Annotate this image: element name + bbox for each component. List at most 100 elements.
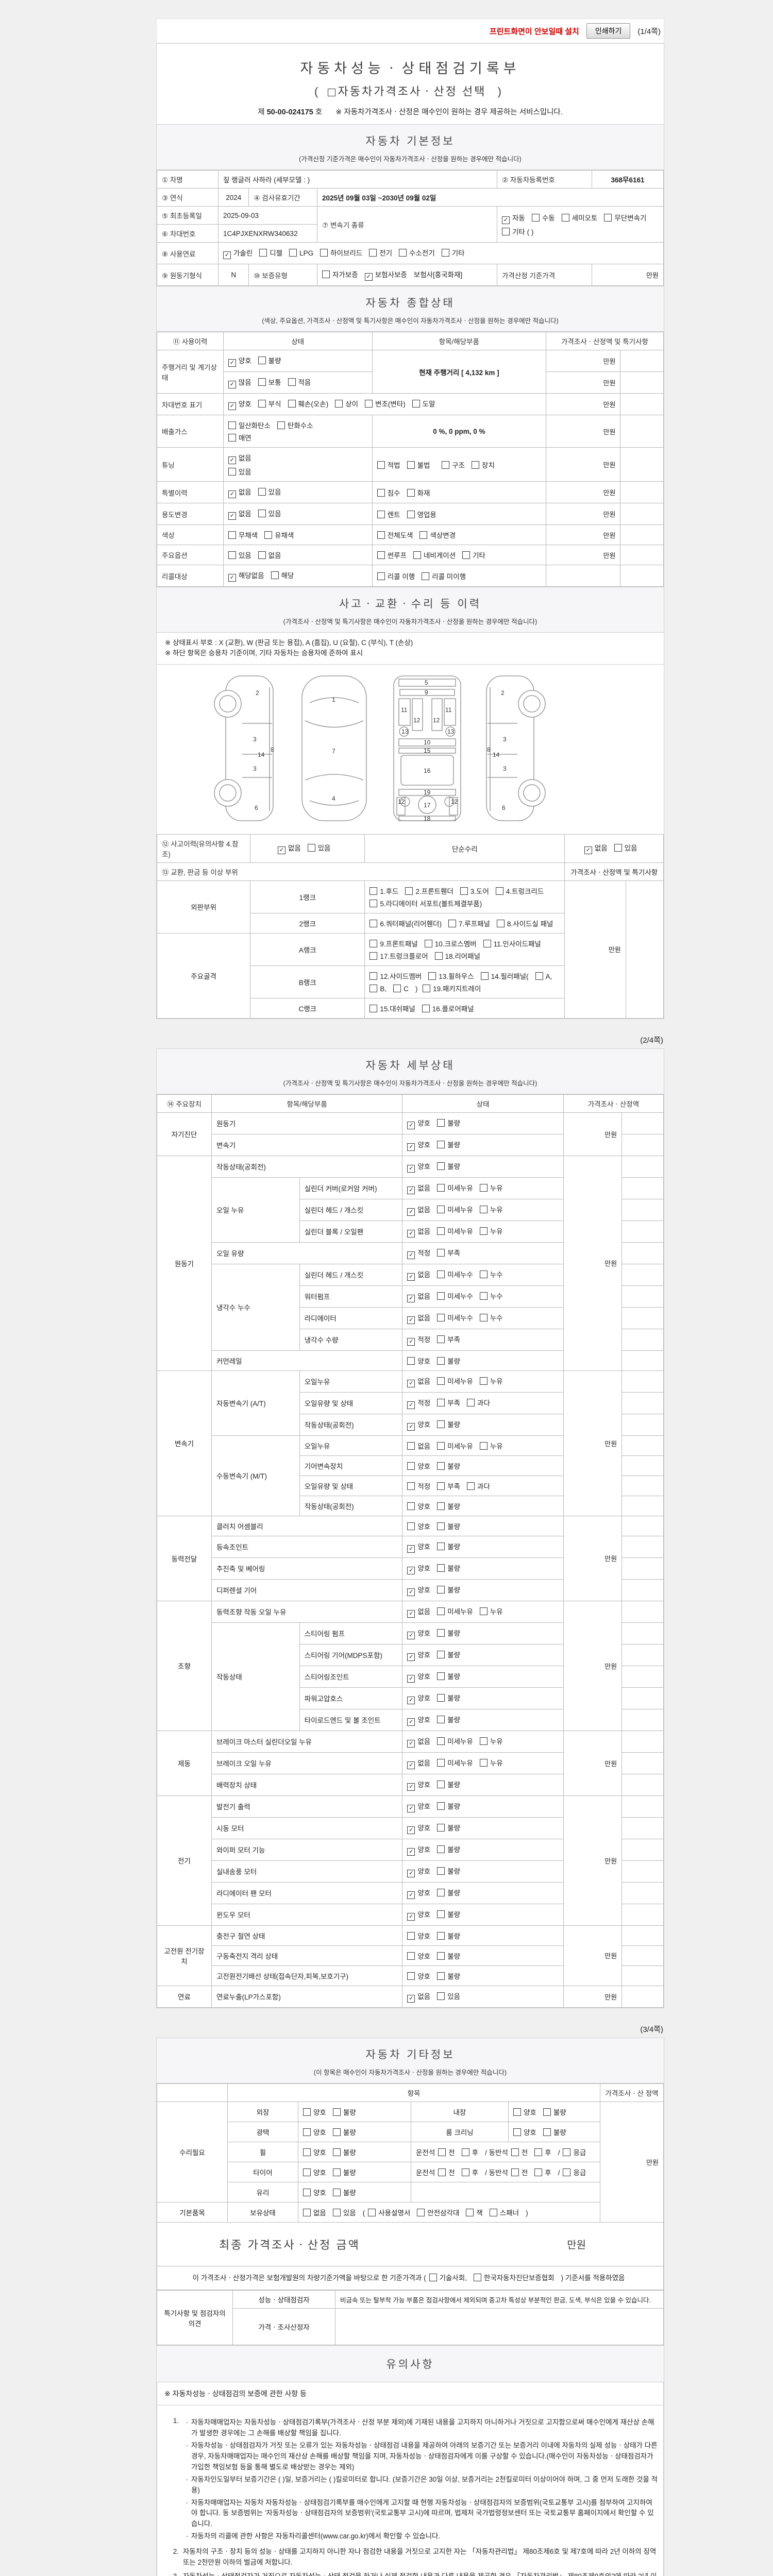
checkbox[interactable] — [437, 1715, 445, 1723]
checkbox[interactable]: ✓ — [407, 1761, 415, 1769]
checkbox[interactable] — [437, 1972, 445, 1980]
checkbox[interactable] — [534, 2148, 543, 2156]
checkbox[interactable] — [437, 1910, 445, 1918]
checkbox[interactable] — [407, 1482, 415, 1490]
checkbox[interactable]: ✓ — [407, 1588, 415, 1596]
checkbox[interactable] — [228, 421, 236, 429]
checkbox[interactable]: ✓ — [407, 1229, 415, 1238]
checkbox[interactable]: ✓ — [407, 1273, 415, 1281]
checkbox[interactable] — [437, 1502, 445, 1510]
checkbox[interactable] — [438, 2168, 446, 2176]
checkbox[interactable]: ✓ — [228, 512, 236, 520]
checkbox[interactable] — [437, 1482, 445, 1490]
checkbox[interactable] — [437, 1992, 445, 2000]
checkbox[interactable] — [437, 1564, 445, 1572]
checkbox[interactable] — [502, 228, 510, 235]
checkbox[interactable]: ✓ — [407, 1422, 415, 1431]
checkbox[interactable] — [303, 2108, 311, 2116]
checkbox[interactable] — [604, 214, 612, 222]
checkbox[interactable] — [258, 551, 266, 559]
checkbox[interactable] — [377, 551, 385, 559]
checkbox[interactable] — [407, 510, 415, 518]
checkbox[interactable] — [259, 249, 267, 257]
checkbox[interactable] — [437, 1650, 445, 1658]
checkbox[interactable]: ✓ — [407, 1294, 415, 1302]
checkbox[interactable] — [437, 1758, 445, 1767]
checkbox[interactable] — [437, 1629, 445, 1637]
checkbox[interactable] — [429, 2273, 437, 2281]
checkbox[interactable] — [307, 844, 315, 852]
checkbox[interactable] — [495, 887, 503, 895]
checkbox[interactable] — [437, 1270, 445, 1278]
checkbox[interactable] — [480, 972, 489, 980]
checkbox[interactable] — [437, 1442, 445, 1450]
print-button[interactable]: 인쇄하기 — [586, 23, 631, 39]
checkbox[interactable] — [461, 2168, 469, 2176]
checkbox[interactable] — [441, 249, 449, 257]
checkbox[interactable] — [479, 1270, 488, 1278]
checkbox[interactable]: ✓ — [277, 846, 285, 854]
checkbox[interactable] — [437, 1780, 445, 1788]
checkbox[interactable] — [437, 1867, 445, 1875]
checkbox[interactable]: ✓ — [407, 1826, 415, 1834]
checkbox[interactable] — [437, 1357, 445, 1365]
checkbox[interactable] — [407, 1442, 415, 1450]
checkbox[interactable] — [479, 1313, 488, 1321]
checkbox[interactable]: ✓ — [228, 359, 236, 367]
checkbox[interactable] — [437, 1693, 445, 1702]
checkbox[interactable]: ✓ — [228, 381, 236, 388]
checkbox[interactable] — [511, 2148, 519, 2156]
checkbox[interactable]: ✓ — [407, 1186, 415, 1194]
checkbox[interactable]: ✓ — [228, 574, 236, 582]
checkbox[interactable] — [422, 1004, 430, 1012]
checkbox[interactable] — [228, 434, 236, 442]
checkbox[interactable] — [368, 2208, 376, 2216]
checkbox[interactable] — [417, 2208, 425, 2216]
checkbox[interactable]: ✓ — [407, 1609, 415, 1618]
checkbox[interactable] — [479, 1292, 488, 1300]
checkbox[interactable] — [472, 461, 480, 469]
checkbox[interactable] — [271, 571, 279, 579]
checkbox[interactable]: ✓ — [407, 1631, 415, 1639]
checkbox[interactable] — [369, 899, 378, 907]
checkbox[interactable] — [535, 972, 543, 980]
checkbox[interactable] — [419, 531, 428, 539]
checkbox[interactable] — [303, 2168, 311, 2176]
checkbox[interactable] — [288, 400, 296, 408]
checkbox[interactable] — [437, 1227, 445, 1235]
checkbox[interactable]: ✓ — [407, 1739, 415, 1748]
checkbox[interactable]: ✓ — [407, 1545, 415, 1553]
checkbox[interactable]: ✓ — [223, 251, 231, 259]
checkbox[interactable] — [437, 1248, 445, 1257]
checkbox[interactable]: ✓ — [407, 1869, 415, 1877]
checkbox[interactable]: ✓ — [407, 1316, 415, 1324]
checkbox[interactable] — [437, 1888, 445, 1896]
checkbox[interactable] — [437, 1823, 445, 1832]
checkbox[interactable] — [332, 2168, 341, 2176]
checkbox[interactable] — [563, 2168, 571, 2176]
checkbox[interactable] — [407, 1952, 415, 1960]
checkbox[interactable] — [405, 887, 413, 895]
checkbox[interactable] — [479, 1758, 488, 1767]
checkbox[interactable] — [327, 89, 335, 96]
checkbox[interactable]: ✓ — [407, 1379, 415, 1387]
checkbox[interactable] — [277, 421, 285, 429]
checkbox[interactable] — [543, 2128, 551, 2136]
checkbox[interactable]: ✓ — [407, 1121, 415, 1129]
checkbox[interactable] — [448, 919, 456, 927]
checkbox[interactable] — [479, 1377, 488, 1385]
checkbox[interactable] — [496, 919, 505, 927]
checkbox[interactable] — [322, 270, 330, 278]
checkbox[interactable]: ✓ — [407, 1143, 415, 1151]
checkbox[interactable] — [288, 378, 296, 386]
checkbox[interactable] — [437, 1845, 445, 1853]
checkbox[interactable] — [332, 2188, 341, 2196]
checkbox[interactable] — [228, 468, 236, 476]
checkbox[interactable] — [424, 939, 432, 947]
checkbox[interactable] — [332, 2208, 341, 2216]
checkbox[interactable] — [437, 1377, 445, 1385]
checkbox[interactable] — [462, 551, 470, 559]
checkbox[interactable] — [369, 919, 378, 927]
checkbox[interactable] — [369, 952, 378, 960]
checkbox[interactable] — [437, 1335, 445, 1343]
